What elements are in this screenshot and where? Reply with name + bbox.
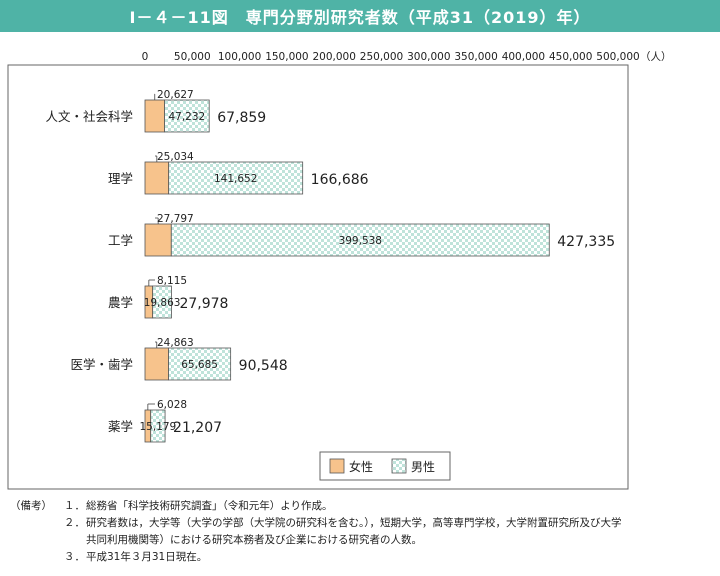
x-tick-label: 0: [142, 51, 149, 63]
legend-swatch-female: [329, 458, 345, 474]
category-label: 農学: [108, 295, 133, 310]
category-label: 医学・歯学: [70, 357, 133, 372]
chart-title: Ⅰ－４－11図 専門分野別研究者数（平成31（2019）年）: [0, 0, 720, 32]
x-axis: 0 50,000 100,000 150,000 200,000 250,000 300,0…: [142, 51, 672, 63]
legend: 女性 男性: [319, 451, 451, 481]
male-value-label: 65,685: [181, 359, 218, 371]
x-tick-label: 500,000: [596, 51, 639, 63]
total-value-label: 27,978: [179, 296, 228, 312]
category-label: 理学: [108, 171, 133, 186]
category-label: 薬学: [108, 419, 133, 434]
total-value-label: 67,859: [217, 110, 266, 126]
x-axis-unit: （人）: [640, 51, 672, 63]
plot-frame: [7, 64, 629, 490]
bar-male: [168, 347, 232, 381]
total-value-label: 166,686: [311, 172, 369, 188]
total-value-label: 427,335: [557, 234, 615, 250]
category-label: 工学: [108, 233, 133, 248]
notes-head: （備考）: [10, 500, 52, 512]
note-text: 共同利用機関等）における研究本務者及び企業における研究者の人数。: [86, 534, 422, 546]
bar-female: [144, 161, 170, 195]
male-value-label: 141,652: [214, 173, 257, 185]
x-tick-label: 100,000: [218, 51, 261, 63]
female-value-label: 27,797: [157, 213, 194, 225]
bar-male: [150, 409, 166, 443]
female-value-label: 20,627: [157, 89, 194, 101]
legend-swatch-male: [391, 458, 407, 474]
bar-female: [144, 223, 172, 257]
bar-male: [152, 285, 172, 319]
male-value-label: 399,538: [339, 235, 382, 247]
total-value-label: 21,207: [173, 420, 222, 436]
bar-male: [168, 161, 304, 195]
x-tick-label: 400,000: [502, 51, 545, 63]
male-value-label: 15,179: [140, 421, 177, 433]
note-number: ２．: [64, 517, 85, 529]
female-value-label: 24,863: [157, 337, 194, 349]
male-value-label: 19,863: [144, 297, 181, 309]
female-value-label: 25,034: [157, 151, 194, 163]
bars: 人文・社会科学 20,627 47,232 67,859 理学 25,034 141,652…: [45, 89, 615, 443]
bar-male: [164, 99, 210, 133]
note-number: ３．: [64, 551, 85, 563]
category-label: 人文・社会科学: [45, 109, 133, 124]
legend-label-female: 女性: [349, 459, 373, 474]
x-tick-label: 450,000: [549, 51, 592, 63]
x-tick-label: 300,000: [407, 51, 450, 63]
male-value-label: 47,232: [168, 111, 205, 123]
x-tick-label: 200,000: [312, 51, 355, 63]
x-tick-label: 250,000: [360, 51, 403, 63]
note-number: １．: [64, 500, 85, 512]
note-text: 総務省「科学技術研究調査」（令和元年）より作成。: [86, 500, 333, 512]
legend-label-male: 男性: [411, 460, 435, 474]
x-tick-label: 50,000: [174, 51, 211, 63]
note-text: 研究者数は，大学等（大学の学部（大学院の研究科を含む。），短期大学，高等専門学校…: [86, 517, 622, 529]
bar-female: [144, 99, 165, 133]
female-value-label: 6,028: [157, 399, 187, 411]
notes: （備考） １． 総務省「科学技術研究調査」（令和元年）より作成。 ２． 研究者数…: [0, 498, 720, 566]
x-tick-label: 350,000: [454, 51, 497, 63]
x-tick-label: 150,000: [265, 51, 308, 63]
female-value-label: 8,115: [157, 275, 187, 287]
bar-male: [170, 223, 550, 257]
bar-female: [144, 347, 169, 381]
total-value-label: 90,548: [239, 358, 288, 374]
stacked-bar-chart: 0 50,000 100,000 150,000 200,000 250,000 300,0…: [7, 51, 672, 490]
note-text: 平成31年３月31日現在。: [86, 551, 208, 563]
